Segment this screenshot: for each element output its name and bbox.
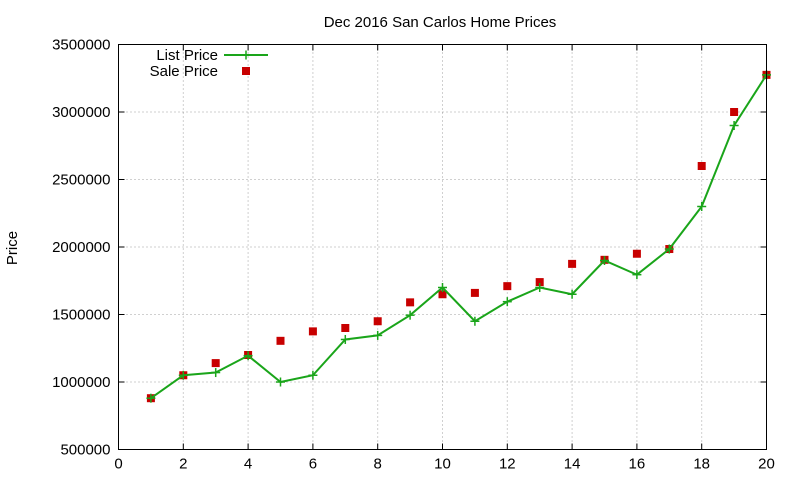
plot-frame <box>118 44 767 450</box>
sale-price-point <box>730 108 739 116</box>
list-price-point <box>146 393 156 403</box>
list-price-point <box>276 377 285 387</box>
x-tick-label: 18 <box>693 456 710 473</box>
x-tick-label: 0 <box>114 456 122 473</box>
y-tick-label: 2500000 <box>52 172 110 189</box>
list-price-point <box>438 283 447 292</box>
sale-price-point <box>503 282 512 291</box>
list-price-point <box>567 289 577 299</box>
x-tick-label: 10 <box>434 456 451 473</box>
legend-label: Sale Price <box>150 63 218 80</box>
legend-marker <box>242 67 250 75</box>
x-tick-label: 12 <box>499 456 516 473</box>
x-tick-label: 16 <box>629 456 646 473</box>
chart-title: Dec 2016 San Carlos Home Prices <box>324 14 557 31</box>
x-tick-label: 14 <box>564 456 581 473</box>
list-price-point <box>502 297 512 307</box>
list-price-point <box>405 310 415 320</box>
list-price-point <box>178 370 188 380</box>
sale-price-point <box>373 317 382 326</box>
x-tick-label: 6 <box>309 456 317 473</box>
y-tick-label: 1500000 <box>52 307 110 324</box>
series-sale-price <box>146 70 771 403</box>
sale-price-point <box>470 288 479 297</box>
x-tick-label: 8 <box>374 456 382 473</box>
list-price-point <box>729 121 739 130</box>
x-tick-label: 2 <box>179 456 187 473</box>
list-price-point <box>600 256 609 265</box>
list-price-point <box>535 283 545 292</box>
list-price-point <box>211 368 221 378</box>
y-tick-label: 500000 <box>60 442 110 459</box>
list-price-line <box>150 74 768 400</box>
y-axis-label: Price <box>4 231 21 265</box>
legend-item-list-price: List Price <box>156 47 268 64</box>
list-price-point <box>243 351 253 361</box>
sale-price-point <box>697 162 706 170</box>
sale-price-point <box>276 336 285 345</box>
y-tick-label: 2000000 <box>52 239 110 256</box>
sale-price-point <box>341 324 350 332</box>
y-tick-label: 1000000 <box>52 374 110 391</box>
sale-price-point <box>211 359 220 368</box>
data-series <box>146 70 771 403</box>
x-tick-label: 20 <box>758 456 775 473</box>
series-list-price <box>146 70 771 403</box>
sale-price-point <box>535 278 544 287</box>
sale-price-point <box>632 249 641 258</box>
y-tick-label: 3500000 <box>52 37 110 54</box>
list-price-point <box>632 270 642 280</box>
axis-ticks: 0 2 4 6 8 10 12 14 16 18 20 500000 1000000 1500000 200… <box>52 37 775 473</box>
x-tick-label: 4 <box>244 456 252 473</box>
list-price-point <box>373 330 383 340</box>
sale-price-point <box>308 327 317 336</box>
sale-price-point <box>406 298 415 307</box>
sale-price-point <box>438 290 447 299</box>
y-tick-label: 3000000 <box>52 104 110 121</box>
legend-marker <box>241 50 251 60</box>
sale-price-point <box>568 259 577 268</box>
list-price-point <box>308 370 318 380</box>
legend-label: List Price <box>156 47 218 64</box>
legend-item-sale-price: Sale Price <box>150 63 250 80</box>
list-price-point <box>470 316 480 326</box>
list-price-point <box>664 244 674 254</box>
list-price-point <box>340 334 350 344</box>
list-price-point <box>697 202 707 211</box>
grid <box>118 44 767 450</box>
